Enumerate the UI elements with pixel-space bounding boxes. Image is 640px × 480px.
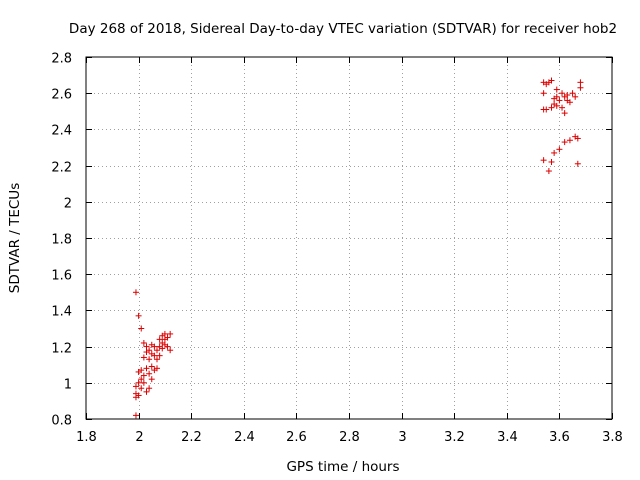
- x-tick-label: 2: [135, 430, 143, 445]
- data-point: [164, 343, 171, 350]
- y-axis-label: SDTVAR / TECUs: [7, 183, 23, 293]
- data-point: [556, 146, 563, 153]
- data-point: [135, 392, 142, 399]
- chart-title: Day 268 of 2018, Sidereal Day-to-day VTE…: [69, 21, 617, 37]
- y-tick-labels: 0.8 1 1.2 1.4 1.6 1.8 2 2.2 2.4 2.6 2.8: [51, 52, 72, 429]
- data-point: [540, 157, 547, 164]
- data-point: [574, 160, 581, 167]
- data-point: [572, 93, 579, 100]
- data-point: [135, 312, 142, 319]
- x-tick-label: 2.2: [181, 430, 202, 445]
- data-point: [543, 106, 550, 113]
- data-point: [151, 343, 158, 350]
- data-point: [559, 90, 566, 97]
- grid-lines: [86, 57, 612, 419]
- data-point: [138, 367, 145, 374]
- data-point: [154, 347, 161, 354]
- data-point: [553, 102, 560, 109]
- data-point: [566, 99, 573, 106]
- data-point: [548, 158, 555, 165]
- axis-ticks: [86, 57, 613, 420]
- data-point: [566, 137, 573, 144]
- y-tick-label: 1.6: [51, 269, 72, 284]
- y-tick-label: 2.4: [51, 124, 72, 139]
- x-axis-label: GPS time / hours: [286, 459, 399, 475]
- y-tick-label: 1.4: [51, 305, 72, 320]
- data-point: [154, 356, 161, 363]
- y-tick-label: 1.2: [51, 342, 72, 357]
- data-point: [548, 104, 555, 111]
- x-tick-label: 3: [398, 430, 406, 445]
- data-point: [148, 363, 155, 370]
- data-point: [556, 97, 563, 104]
- y-tick-label: 0.8: [51, 414, 72, 429]
- data-point: [540, 90, 547, 97]
- data-point: [132, 289, 139, 296]
- data-point: [154, 365, 161, 372]
- data-point: [553, 86, 560, 93]
- data-point: [156, 352, 163, 359]
- data-point: [159, 345, 166, 352]
- data-point: [140, 372, 147, 379]
- data-point: [143, 343, 150, 350]
- data-point: [138, 325, 145, 332]
- data-point: [140, 339, 147, 346]
- y-tick-label: 1.8: [51, 233, 72, 248]
- data-point: [577, 79, 584, 86]
- y-tick-label: 2.8: [51, 52, 72, 67]
- data-points: [132, 77, 584, 419]
- x-tick-label: 3.4: [497, 430, 518, 445]
- data-point: [143, 365, 150, 372]
- x-tick-labels: 1.8 2 2.2 2.4 2.6 2.8 3 3.2 3.4 3.6 3.8: [76, 430, 623, 445]
- data-point: [146, 370, 153, 377]
- data-point: [146, 356, 153, 363]
- data-point: [561, 110, 568, 117]
- data-point: [167, 347, 174, 354]
- y-tick-label: 2.6: [51, 88, 72, 103]
- data-point: [143, 388, 150, 395]
- data-point: [548, 77, 555, 84]
- x-tick-label: 2.6: [286, 430, 307, 445]
- data-point: [148, 376, 155, 383]
- data-point: [140, 354, 147, 361]
- data-point: [135, 379, 142, 386]
- data-point: [146, 347, 153, 354]
- x-tick-label: 2.4: [234, 430, 255, 445]
- data-point: [151, 352, 158, 359]
- x-tick-label: 3.2: [444, 430, 465, 445]
- data-point: [564, 92, 571, 99]
- data-point: [146, 385, 153, 392]
- data-point: [559, 104, 566, 111]
- x-tick-label: 3.8: [602, 430, 623, 445]
- data-point: [569, 90, 576, 97]
- data-point: [132, 383, 139, 390]
- data-point: [138, 376, 145, 383]
- data-point: [167, 330, 174, 337]
- x-tick-label: 2.8: [339, 430, 360, 445]
- data-point: [553, 93, 560, 100]
- data-point: [156, 336, 163, 343]
- y-tick-label: 1: [64, 378, 72, 393]
- data-point: [164, 334, 171, 341]
- data-point: [545, 168, 552, 175]
- data-point: [574, 135, 581, 142]
- data-point: [551, 149, 558, 156]
- data-point: [138, 385, 145, 392]
- y-tick-label: 2: [64, 197, 72, 212]
- data-point: [561, 139, 568, 146]
- data-point: [140, 379, 147, 386]
- y-tick-label: 2.2: [51, 161, 72, 176]
- data-point: [161, 330, 168, 337]
- data-point: [577, 84, 584, 91]
- data-point: [132, 412, 139, 419]
- x-tick-label: 3.6: [549, 430, 570, 445]
- x-tick-label: 1.8: [76, 430, 97, 445]
